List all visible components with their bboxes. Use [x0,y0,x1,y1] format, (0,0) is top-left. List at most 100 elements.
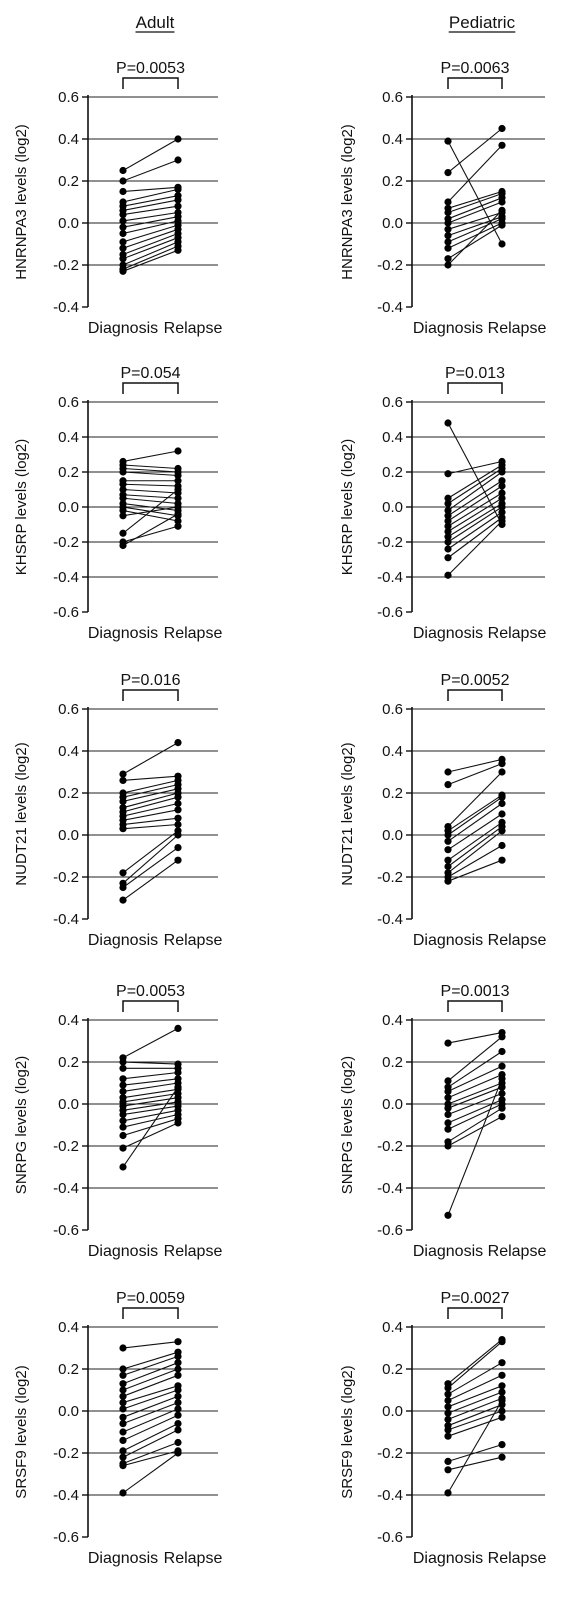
relapse-point [174,814,182,822]
relapse-point [498,1047,506,1056]
pair-connector-line [122,220,179,235]
diagnosis-point [119,1064,127,1072]
diagnosis-point [444,554,452,562]
relapse-point [498,1338,506,1346]
diagnosis-point [444,470,452,478]
diagnosis-point [119,1405,127,1413]
pair-connector-line [122,1071,179,1080]
pair-connector-line [122,1441,179,1465]
y-tick-label: 0.2 [382,1054,403,1071]
pair-connector-line [447,201,503,224]
y-tick-label: -0.4 [53,1487,79,1504]
pair-connector-line [447,422,503,525]
x-label-diagnosis: Diagnosis [88,1243,158,1260]
pair-connector-line [122,1061,179,1065]
column-header-pediatric: Pediatric [449,13,516,32]
relapse-point [174,1371,182,1379]
pair-connector-line [447,803,503,842]
relapse-point [498,1062,506,1070]
relapse-point [498,793,506,801]
y-tick-label: 0.0 [58,499,79,516]
panel-khsrp-pediatric: -0.6 -0.4 -0.2 0.0 0.2 0.4 0.6 Diagnosis Relapse… [339,365,546,642]
diagnosis-point [444,1466,452,1474]
panel-snrpg-adult: -0.6 -0.4 -0.2 0.0 0.2 0.4 Diagnosis Relapse SNR… [13,983,222,1260]
y-axis-title: KHSRP levels (log2) [339,439,356,575]
y-tick-label: 0.0 [382,1096,403,1113]
diagnosis-point [444,1211,452,1219]
pair-connector-line [122,1105,179,1116]
y-tick-label: -0.4 [377,911,403,928]
y-tick-label: 0.2 [382,785,403,802]
y-tick-label: 0.2 [58,1054,79,1071]
pair-connector-line [447,1036,503,1082]
pair-connector-line [447,771,503,827]
y-tick-label: 0.4 [382,1012,403,1029]
y-tick-label: -0.6 [53,1222,79,1239]
relapse-point [174,1068,182,1077]
pair-connector-line [122,211,179,222]
pair-connector-line [122,497,179,505]
diagnosis-point [119,267,127,275]
pair-connector-line [122,488,179,494]
y-tick-label: -0.2 [377,1445,403,1462]
pair-connector-line [447,813,503,851]
pair-connector-line [447,211,503,230]
pair-connector-line [447,503,503,538]
diagnosis-point [119,1399,127,1407]
relapse-point [498,768,506,776]
pair-connector-line [447,497,503,532]
relapse-point [174,1426,182,1434]
x-label-diagnosis: Diagnosis [413,1243,483,1260]
pair-connector-line [122,228,179,249]
pair-connector-line [447,821,503,861]
pair-connector-line [447,471,503,511]
x-label-relapse: Relapse [164,1550,223,1567]
pair-connector-line [122,792,179,809]
p-value-label: P=0.0059 [116,1290,185,1307]
relapse-point [174,1024,182,1032]
pair-connector-line [447,222,503,249]
diagnosis-point [444,862,452,871]
diagnosis-point [444,1142,452,1150]
relapse-point [174,1352,182,1360]
pair-connector-line [122,1122,179,1149]
diagnosis-point [119,1075,127,1083]
pair-connector-line [122,809,179,821]
y-tick-label: 0.0 [58,215,79,232]
y-tick-label: -0.4 [377,569,403,586]
pair-connector-line [122,1414,179,1441]
panel-srsf9-adult: -0.6 -0.4 -0.2 0.0 0.2 0.4 Diagnosis Relapse SRS… [13,1290,222,1567]
relapse-point [498,494,506,502]
p-value-label: P=0.054 [120,365,180,382]
pair-connector-line [122,494,179,499]
diagnosis-point [444,137,452,145]
diagnosis-point [444,877,452,885]
pair-connector-line [122,1368,179,1391]
x-label-diagnosis: Diagnosis [88,1550,158,1567]
pair-connector-line [122,1113,179,1128]
diagnosis-point [444,198,452,206]
p-value-label: P=0.013 [445,365,505,382]
relapse-point [174,447,182,455]
y-axis-title: NUDT21 levels (log2) [13,742,30,885]
pair-connector-line [122,489,179,534]
y-tick-label: 0.2 [382,1361,403,1378]
y-tick-label: -0.2 [53,869,79,886]
pair-connector-line [447,506,503,543]
diagnosis-point [119,869,127,877]
pair-connector-line [447,845,503,878]
pair-connector-line [122,138,179,171]
y-tick-label: -0.4 [377,1180,403,1197]
y-tick-label: 0.2 [58,173,79,190]
pair-connector-line [447,758,503,773]
p-value-label: P=0.0063 [441,60,510,77]
diagnosis-point [444,499,452,508]
p-value-label: P=0.016 [120,672,180,689]
y-tick-label: -0.4 [377,299,403,316]
diagnosis-point [444,831,452,839]
pair-connector-line [447,1065,503,1092]
panel-khsrp-adult: -0.6 -0.4 -0.2 0.0 0.2 0.4 0.6 Diagnosis Relapse… [13,365,222,642]
diagnosis-point [119,883,127,892]
pair-connector-line [447,1404,503,1427]
x-label-diagnosis: Diagnosis [413,625,483,642]
